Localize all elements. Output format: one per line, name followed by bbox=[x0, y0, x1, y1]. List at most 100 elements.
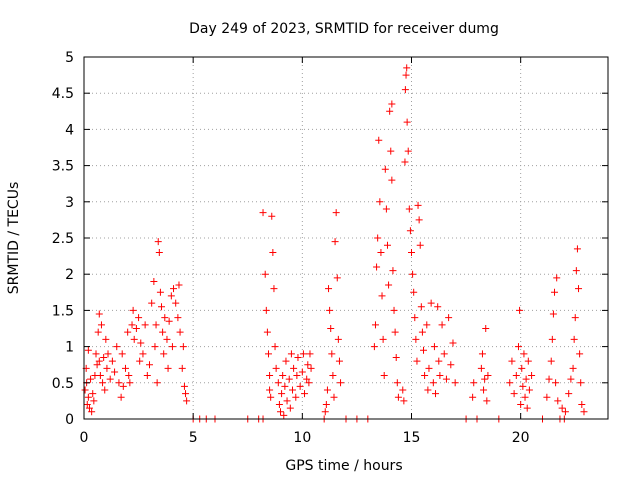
data-point bbox=[332, 209, 340, 217]
data-point bbox=[88, 408, 96, 416]
data-point bbox=[266, 386, 274, 394]
data-point bbox=[331, 238, 339, 246]
data-point bbox=[403, 64, 411, 72]
data-point bbox=[514, 343, 522, 351]
data-point bbox=[399, 386, 407, 394]
data-point bbox=[135, 314, 143, 322]
data-point bbox=[547, 357, 555, 365]
data-point bbox=[170, 285, 178, 293]
data-point bbox=[292, 393, 300, 401]
data-point bbox=[161, 314, 169, 322]
data-point bbox=[383, 241, 391, 249]
data-point bbox=[130, 335, 138, 343]
data-point bbox=[438, 321, 446, 329]
data-point bbox=[552, 379, 560, 387]
data-point bbox=[388, 176, 396, 184]
y-axis-label: SRMTID / TECUs bbox=[6, 182, 22, 295]
data-point bbox=[104, 350, 112, 358]
data-point bbox=[294, 353, 302, 361]
data-point bbox=[578, 401, 586, 409]
data-point bbox=[404, 147, 412, 155]
data-point bbox=[326, 306, 334, 314]
data-point bbox=[307, 364, 315, 372]
data-point bbox=[96, 372, 104, 380]
data-point bbox=[382, 205, 390, 213]
data-point bbox=[414, 201, 422, 209]
data-point bbox=[375, 136, 383, 144]
data-point bbox=[160, 350, 168, 358]
x-tick-label: 20 bbox=[512, 430, 530, 446]
data-point bbox=[412, 335, 420, 343]
data-point bbox=[570, 335, 578, 343]
data-point bbox=[512, 372, 520, 380]
data-point bbox=[165, 317, 173, 325]
data-point bbox=[287, 350, 295, 358]
data-point bbox=[506, 379, 514, 387]
data-point bbox=[95, 310, 103, 318]
data-point bbox=[421, 372, 429, 380]
axis-ticks bbox=[83, 56, 608, 420]
y-tick-label: 1 bbox=[65, 340, 74, 356]
data-point bbox=[298, 368, 306, 376]
data-point bbox=[180, 382, 188, 390]
data-point bbox=[137, 339, 145, 347]
data-point bbox=[429, 379, 437, 387]
data-point bbox=[283, 397, 291, 405]
data-point bbox=[408, 248, 415, 256]
data-point bbox=[87, 375, 95, 383]
data-point bbox=[139, 350, 147, 358]
data-point bbox=[129, 306, 137, 314]
data-point bbox=[580, 408, 588, 416]
data-point bbox=[101, 386, 109, 394]
data-point bbox=[100, 353, 108, 361]
y-tick-label: 2 bbox=[65, 267, 74, 283]
data-point bbox=[484, 372, 492, 380]
data-point bbox=[269, 248, 277, 256]
data-point bbox=[442, 375, 450, 383]
data-point bbox=[146, 361, 153, 369]
x-tick-labels: 0 5 10 15 20 bbox=[80, 430, 530, 446]
data-point bbox=[330, 393, 338, 401]
data-point bbox=[148, 299, 156, 307]
data-point bbox=[510, 390, 518, 398]
data-point bbox=[415, 216, 423, 224]
y-tick-label: 3.5 bbox=[52, 159, 74, 175]
data-point bbox=[440, 350, 448, 358]
data-point bbox=[436, 372, 444, 380]
data-point bbox=[159, 328, 167, 336]
y-tick-label: 0.5 bbox=[52, 376, 74, 392]
data-point bbox=[99, 379, 107, 387]
data-point bbox=[176, 328, 184, 336]
data-point bbox=[385, 281, 393, 289]
data-point bbox=[561, 408, 569, 416]
data-point bbox=[279, 372, 287, 380]
data-point bbox=[401, 86, 409, 94]
data-point bbox=[299, 350, 307, 358]
data-point bbox=[549, 310, 557, 318]
data-point bbox=[430, 343, 438, 351]
data-point bbox=[153, 379, 161, 387]
data-point bbox=[521, 393, 529, 401]
data-point bbox=[164, 364, 172, 372]
data-point bbox=[411, 314, 419, 322]
data-point bbox=[445, 314, 453, 322]
data-point bbox=[390, 306, 398, 314]
data-point bbox=[518, 364, 526, 372]
data-point bbox=[271, 343, 279, 351]
data-point bbox=[117, 393, 125, 401]
data-point bbox=[97, 321, 105, 329]
y-tick-label: 1.5 bbox=[52, 303, 74, 319]
data-point bbox=[380, 372, 388, 380]
y-tick-label: 5 bbox=[65, 50, 74, 66]
data-point bbox=[126, 379, 134, 387]
data-point bbox=[81, 386, 89, 394]
data-point bbox=[522, 375, 530, 383]
data-point bbox=[277, 408, 284, 416]
data-point bbox=[387, 147, 395, 155]
data-point bbox=[183, 397, 191, 405]
data-point bbox=[272, 364, 280, 372]
data-point bbox=[469, 393, 477, 401]
data-point bbox=[377, 248, 385, 256]
data-point bbox=[335, 357, 343, 365]
